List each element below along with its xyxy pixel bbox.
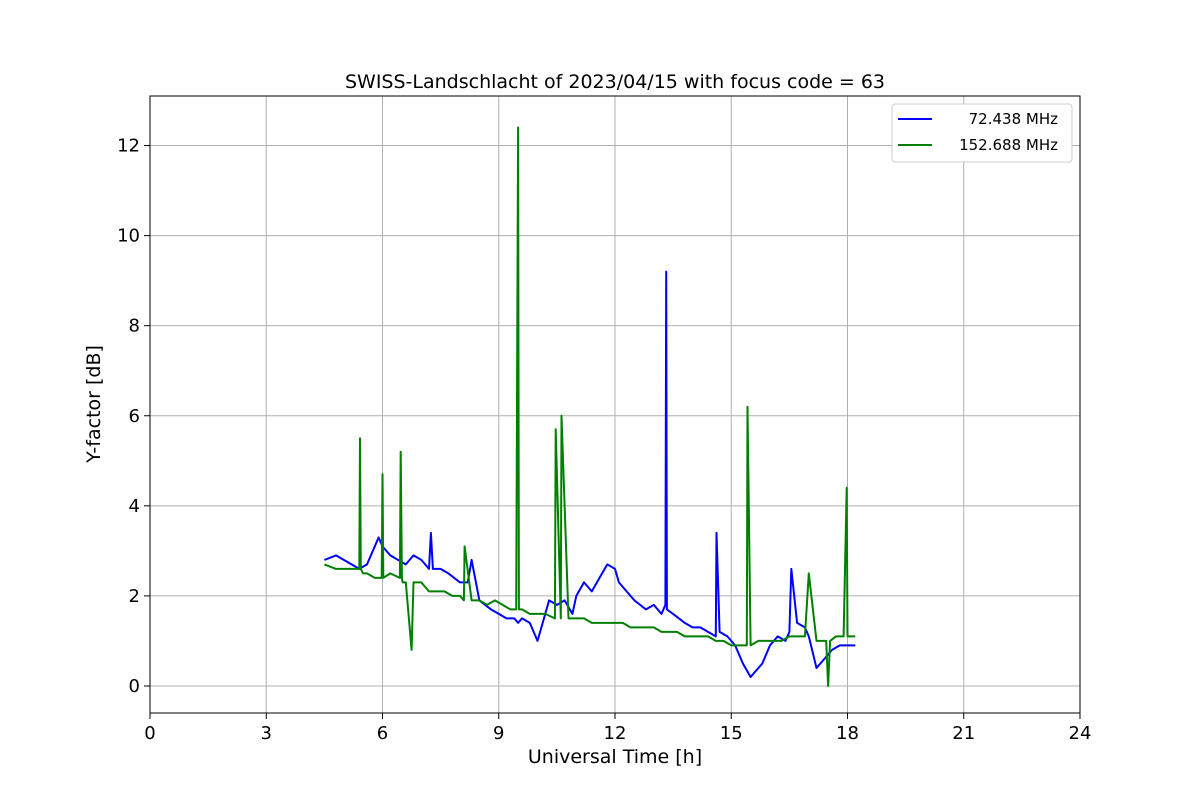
x-tick-label: 0 bbox=[144, 723, 155, 744]
y-tick-label: 4 bbox=[129, 496, 140, 517]
x-tick-label: 6 bbox=[377, 723, 388, 744]
x-tick-label: 9 bbox=[493, 723, 504, 744]
series-line-0 bbox=[324, 270, 856, 678]
series-layer bbox=[324, 126, 856, 687]
x-tick-label: 12 bbox=[604, 723, 627, 744]
legend-label-1: 152.688 MHz bbox=[959, 136, 1058, 154]
x-tick-label: 24 bbox=[1069, 723, 1092, 744]
y-tick-label: 2 bbox=[129, 586, 140, 607]
x-tick-label: 18 bbox=[836, 723, 859, 744]
legend: 72.438 MHz 152.688 MHz bbox=[891, 103, 1073, 163]
y-tick-label: 6 bbox=[129, 406, 140, 427]
y-tick-label: 12 bbox=[117, 136, 140, 157]
y-axis-label: Y-factor [dB] bbox=[83, 345, 105, 464]
legend-label-0: 72.438 MHz bbox=[969, 110, 1058, 128]
y-tick-label: 8 bbox=[129, 316, 140, 337]
x-tick-label: 15 bbox=[720, 723, 743, 744]
x-tick-label: 3 bbox=[261, 723, 272, 744]
x-tick-label: 21 bbox=[952, 723, 975, 744]
y-tick-label: 0 bbox=[129, 676, 140, 697]
x-axis-label: Universal Time [h] bbox=[528, 746, 702, 768]
series-line-1 bbox=[324, 126, 856, 687]
y-tick-label: 10 bbox=[117, 226, 140, 247]
legend-box bbox=[891, 103, 1073, 163]
chart-title: SWISS-Landschlacht of 2023/04/15 with fo… bbox=[345, 71, 885, 93]
